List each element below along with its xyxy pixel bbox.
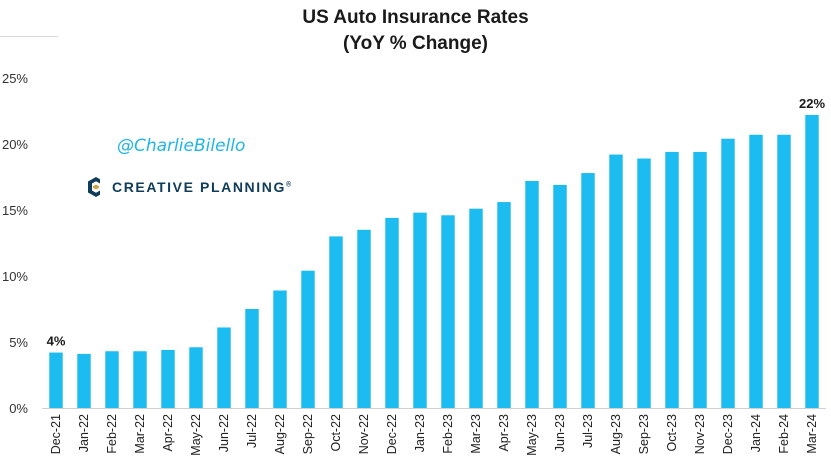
- bar: [777, 134, 791, 408]
- creative-planning-logo: CREATIVE PLANNING®: [86, 176, 293, 198]
- bar: [49, 352, 63, 408]
- brand-name-text: CREATIVE PLANNING: [112, 179, 286, 195]
- x-tick-label: Jun-22: [217, 414, 231, 452]
- x-tick-label: Dec-23: [721, 414, 735, 454]
- bar: [105, 351, 119, 408]
- bar: [385, 217, 399, 408]
- bar: [77, 353, 91, 408]
- x-tick-label: Jul-23: [581, 414, 595, 448]
- x-tick-label: Jul-22: [245, 414, 259, 448]
- bar: [525, 180, 539, 408]
- bar: [133, 351, 147, 408]
- y-tick-label: 15%: [2, 203, 28, 218]
- x-tick-label: Nov-22: [357, 414, 371, 454]
- bar: [581, 173, 595, 408]
- y-tick-label: 5%: [9, 335, 28, 350]
- brand-trademark: ®: [285, 181, 293, 189]
- x-tick-label: Mar-23: [469, 414, 483, 454]
- x-tick-label: Sep-22: [301, 414, 315, 454]
- x-tick-label: Jan-22: [77, 414, 91, 452]
- x-tick-label: May-23: [525, 414, 539, 456]
- bar: [497, 202, 511, 408]
- bar: [637, 158, 651, 408]
- x-tick-label: Jan-23: [413, 414, 427, 452]
- x-tick-label: Dec-21: [49, 414, 63, 454]
- x-tick-label: Jun-23: [553, 414, 567, 452]
- y-tick-label: 20%: [2, 137, 28, 152]
- bar: [553, 184, 567, 408]
- x-tick-label: Jan-24: [749, 414, 763, 452]
- x-tick-label: May-22: [189, 414, 203, 456]
- bar: [441, 215, 455, 408]
- bar: [749, 134, 763, 408]
- x-tick-label: Nov-23: [693, 414, 707, 454]
- x-tick-label: Oct-22: [329, 414, 343, 452]
- y-tick-label: 25%: [2, 71, 28, 86]
- x-tick-label: Sep-23: [637, 414, 651, 454]
- bar: [413, 212, 427, 408]
- bar: [721, 138, 735, 408]
- bar: [189, 347, 203, 408]
- x-tick-label: Mar-24: [805, 414, 819, 454]
- y-tick-label: 10%: [2, 269, 28, 284]
- x-tick-label: Feb-22: [105, 414, 119, 454]
- y-tick-label: 0%: [9, 401, 28, 416]
- bar: [693, 151, 707, 409]
- x-tick-label: Aug-23: [609, 414, 623, 454]
- x-tick-label: Aug-22: [273, 414, 287, 454]
- bar: [245, 309, 259, 408]
- x-tick-label: Feb-24: [777, 414, 791, 454]
- bar: [329, 236, 343, 408]
- bar: [469, 208, 483, 408]
- watermark-handle: @CharlieBilello: [117, 136, 246, 156]
- chart-title: US Auto Insurance Rates: [302, 7, 529, 28]
- creative-planning-logo-icon: [88, 177, 100, 197]
- x-tick-label: Feb-23: [441, 414, 455, 454]
- chart-subtitle: (YoY % Change): [343, 33, 488, 54]
- x-tick-label: Apr-22: [161, 414, 175, 452]
- top-left-rule: [0, 36, 58, 37]
- bar: [665, 151, 679, 409]
- bar: [273, 290, 287, 408]
- x-tick-label: Oct-23: [665, 414, 679, 452]
- data-label: 22%: [799, 96, 825, 111]
- x-tick-label: Apr-23: [497, 414, 511, 452]
- brand-name: CREATIVE PLANNING®: [112, 179, 293, 195]
- bar: [301, 270, 315, 408]
- bar: [357, 229, 371, 408]
- x-tick-label: Dec-22: [385, 414, 399, 454]
- data-label: 4%: [47, 334, 66, 349]
- bar: [805, 114, 819, 409]
- bar: [609, 154, 623, 408]
- bar: [217, 327, 231, 408]
- bar: [161, 349, 175, 408]
- x-tick-label: Mar-22: [133, 414, 147, 454]
